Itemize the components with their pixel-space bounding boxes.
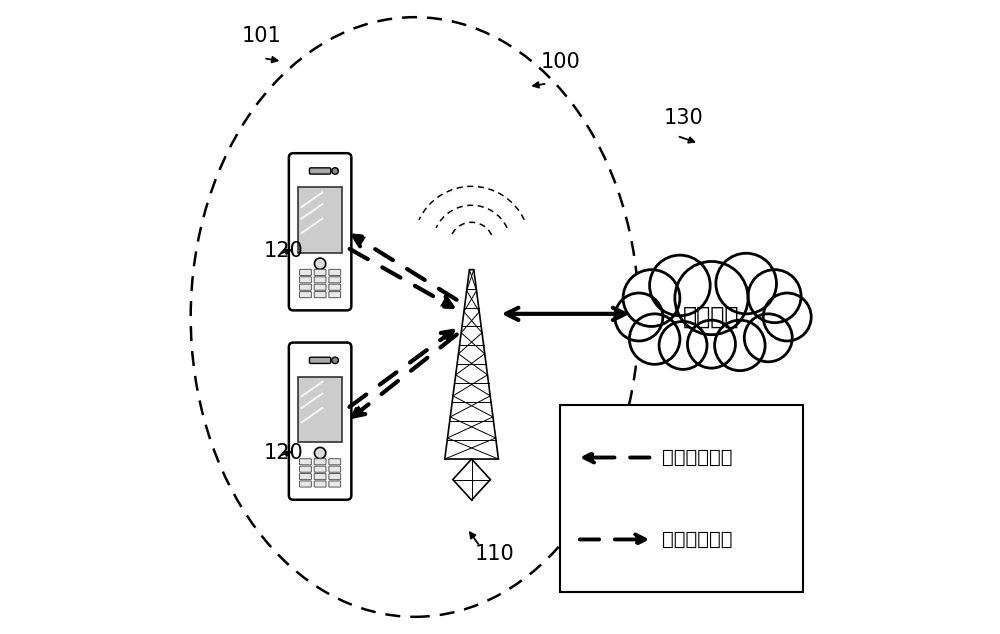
FancyBboxPatch shape [314,466,326,472]
Circle shape [744,314,792,362]
FancyBboxPatch shape [309,168,331,174]
Bar [298,377,342,442]
Polygon shape [445,269,498,459]
Circle shape [763,293,811,341]
Circle shape [332,357,338,363]
Circle shape [629,314,680,365]
FancyBboxPatch shape [329,277,341,283]
Circle shape [650,255,710,316]
FancyBboxPatch shape [300,474,311,480]
Text: 110: 110 [475,544,515,564]
Circle shape [675,261,748,335]
FancyBboxPatch shape [314,284,326,290]
Polygon shape [453,459,490,500]
FancyBboxPatch shape [300,277,311,283]
FancyBboxPatch shape [314,277,326,283]
FancyBboxPatch shape [300,466,311,472]
FancyBboxPatch shape [300,284,311,290]
Circle shape [314,258,326,269]
FancyBboxPatch shape [300,292,311,298]
Circle shape [716,253,776,314]
FancyBboxPatch shape [314,459,326,465]
FancyBboxPatch shape [560,405,803,592]
FancyBboxPatch shape [329,459,341,465]
Circle shape [332,168,338,174]
FancyBboxPatch shape [329,269,341,275]
Circle shape [748,269,801,323]
FancyBboxPatch shape [329,474,341,480]
FancyBboxPatch shape [314,481,326,487]
Text: 130: 130 [664,108,704,129]
FancyBboxPatch shape [329,284,341,290]
FancyBboxPatch shape [309,357,331,363]
Circle shape [659,321,707,370]
FancyBboxPatch shape [314,292,326,298]
FancyBboxPatch shape [289,153,351,311]
FancyBboxPatch shape [300,459,311,465]
FancyBboxPatch shape [329,481,341,487]
FancyBboxPatch shape [314,474,326,480]
FancyBboxPatch shape [300,481,311,487]
FancyBboxPatch shape [329,292,341,298]
Circle shape [615,293,663,341]
Text: 120: 120 [263,241,303,261]
Text: 上行链路连接: 上行链路连接 [662,448,733,467]
Circle shape [623,269,680,327]
Text: 120: 120 [263,443,303,463]
Bar [298,187,342,252]
FancyBboxPatch shape [300,269,311,275]
Circle shape [687,320,735,368]
Text: 回程网络: 回程网络 [683,305,740,329]
Circle shape [715,320,765,371]
FancyBboxPatch shape [314,269,326,275]
FancyBboxPatch shape [329,466,341,472]
Text: 下行链路连接: 下行链路连接 [662,530,733,549]
Text: 101: 101 [241,27,281,46]
FancyBboxPatch shape [289,342,351,500]
Text: 100: 100 [541,51,581,72]
Circle shape [314,448,326,458]
